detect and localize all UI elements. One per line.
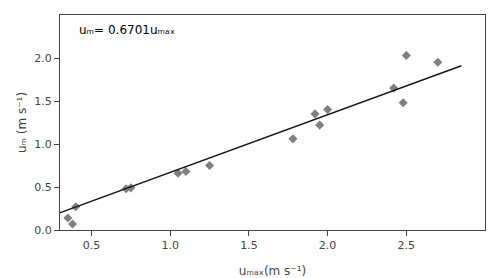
svg-text:uₘ= 0.6701uₘₐₓ: uₘ= 0.6701uₘₐₓ [79, 23, 175, 37]
svg-text:uₘ (m s⁻¹): uₘ (m s⁻¹) [15, 92, 29, 153]
svg-text:1.5: 1.5 [240, 239, 258, 252]
svg-text:2.5: 2.5 [398, 239, 416, 252]
svg-text:2.0: 2.0 [319, 239, 337, 252]
svg-text:2.0: 2.0 [34, 52, 52, 65]
svg-text:0.5: 0.5 [34, 181, 52, 194]
svg-text:uₘₐₓ(m s⁻¹): uₘₐₓ(m s⁻¹) [239, 264, 306, 278]
svg-text:0.5: 0.5 [83, 239, 101, 252]
svg-text:1.0: 1.0 [34, 138, 52, 151]
svg-text:0.0: 0.0 [34, 224, 52, 237]
svg-text:1.0: 1.0 [161, 239, 179, 252]
svg-text:1.5: 1.5 [34, 95, 52, 108]
